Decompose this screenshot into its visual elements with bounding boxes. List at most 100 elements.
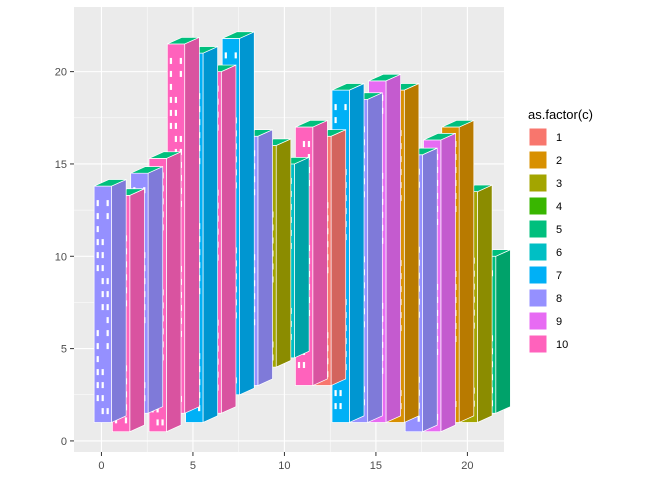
building-roof: [331, 83, 365, 91]
legend-key-9: [528, 311, 548, 331]
building-window: [224, 52, 227, 59]
x-tick-label: 10: [278, 460, 290, 472]
building-window: [169, 96, 173, 103]
building-window: [124, 417, 128, 424]
building-window: [156, 419, 159, 426]
building-window: [96, 356, 99, 363]
building-window: [101, 382, 104, 389]
legend-label-6: 6: [556, 247, 562, 259]
building-window: [161, 419, 164, 426]
building-window: [334, 403, 337, 410]
building-window: [339, 403, 342, 410]
x-tick-label: 20: [461, 460, 473, 472]
building-window: [96, 200, 99, 207]
building-window: [198, 405, 201, 412]
building-window: [101, 252, 104, 259]
building-window: [106, 304, 109, 311]
building-window: [101, 265, 104, 272]
legend-key-3: [528, 173, 548, 193]
building-roof: [368, 73, 401, 82]
building-window: [169, 83, 173, 90]
building-side: [220, 64, 237, 414]
building-roof: [130, 166, 163, 174]
building-side: [403, 82, 420, 423]
y-tick-label: 0: [61, 436, 67, 448]
building-window: [417, 415, 420, 422]
building-window: [96, 395, 99, 402]
building-window: [174, 122, 178, 129]
building-side: [422, 147, 438, 433]
x-tick-label: 0: [98, 460, 104, 472]
building-roof: [148, 151, 182, 159]
building-window: [174, 109, 178, 116]
building-roof: [222, 31, 255, 39]
building-side: [440, 132, 456, 433]
building-window: [156, 406, 159, 413]
legend-label-4: 4: [556, 201, 562, 213]
building-window: [339, 390, 342, 397]
building-window: [297, 362, 301, 369]
building-window: [169, 109, 173, 116]
legend-title: as.factor(c): [528, 107, 593, 122]
building-window: [101, 278, 104, 285]
building-window: [96, 213, 99, 220]
building-window: [169, 122, 173, 129]
legend-label-1: 1: [556, 132, 562, 144]
building-window: [101, 291, 104, 298]
building-side: [458, 119, 475, 423]
building-window: [106, 200, 109, 207]
building-side: [495, 249, 511, 414]
building-window: [96, 226, 99, 233]
building-roof: [295, 120, 328, 128]
legend-label-10: 10: [556, 339, 568, 351]
building-side: [239, 31, 255, 396]
building-window: [106, 330, 109, 337]
legend-label-3: 3: [556, 178, 562, 190]
building-roof: [93, 179, 127, 187]
legend-label-7: 7: [556, 270, 562, 282]
building-side: [330, 129, 347, 387]
building-window: [96, 382, 99, 389]
building-window: [344, 104, 347, 111]
building-window: [101, 239, 104, 246]
building-window: [174, 135, 178, 142]
building-window: [101, 304, 104, 311]
building-window: [334, 117, 337, 124]
building-side: [184, 36, 200, 414]
legend-key-8: [528, 288, 548, 308]
building-window: [179, 57, 182, 64]
buildings-layer: [93, 31, 511, 433]
building-window: [106, 278, 109, 285]
building-window: [174, 96, 178, 103]
building-window: [96, 239, 99, 246]
building-window: [106, 317, 109, 324]
building-window: [334, 104, 337, 111]
x-tick-label: 5: [190, 460, 196, 472]
legend-label-8: 8: [556, 293, 562, 305]
building-side: [111, 178, 127, 423]
building-window: [106, 408, 109, 415]
building-side: [294, 156, 310, 359]
y-tick-label: 15: [55, 159, 67, 171]
building-side: [275, 138, 292, 368]
building-side: [385, 73, 401, 423]
legend-key-6: [528, 242, 548, 262]
building-window: [96, 369, 99, 376]
legend-label-2: 2: [556, 155, 562, 167]
building-window: [96, 265, 99, 272]
y-axis: 0 5 10 15 20: [55, 67, 74, 448]
building-window: [179, 70, 182, 77]
building-roof: [167, 36, 200, 45]
building-side: [257, 129, 273, 387]
building-window: [169, 57, 173, 64]
building-side: [477, 184, 493, 423]
building-side: [202, 46, 218, 423]
building-window: [101, 395, 104, 402]
building-side: [349, 82, 365, 423]
building-side: [147, 166, 164, 414]
building-roof: [423, 133, 456, 141]
building-window: [106, 343, 109, 350]
building-window: [96, 343, 99, 350]
x-tick-label: 15: [370, 460, 382, 472]
building: [93, 178, 127, 423]
